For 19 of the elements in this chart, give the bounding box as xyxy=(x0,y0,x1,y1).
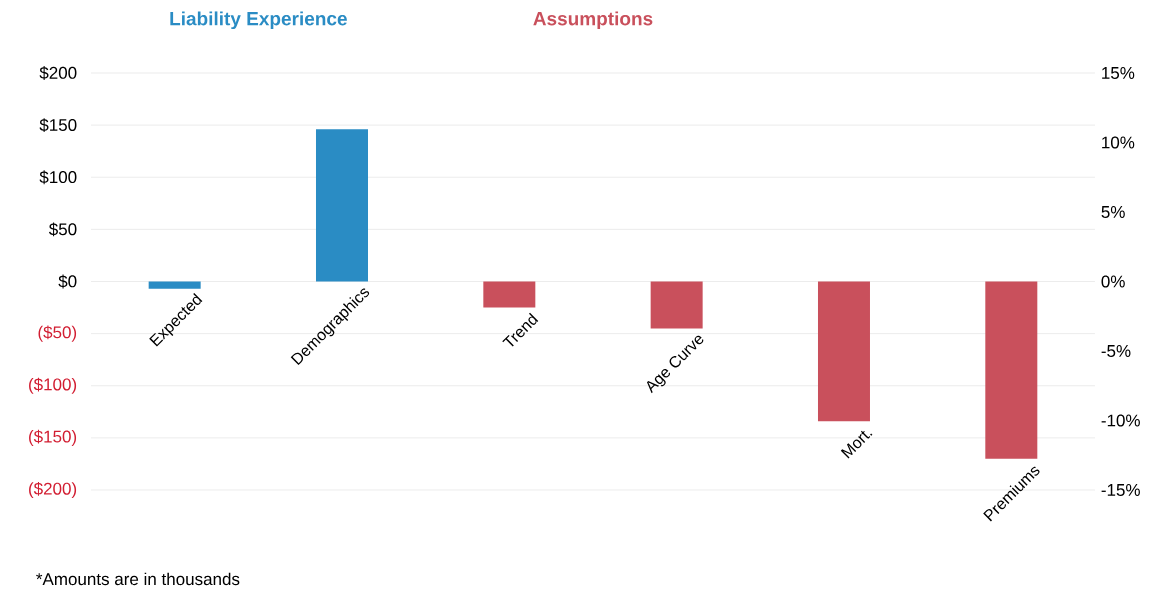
y2-tick-label: 5% xyxy=(1101,206,1125,218)
y2-tick-label: 0% xyxy=(1101,275,1125,288)
y-tick-label: $100 xyxy=(39,170,77,185)
y-tick-label: $50 xyxy=(48,222,77,237)
y-tick-label: ($200) xyxy=(29,481,77,499)
text: Assumptions xyxy=(533,11,653,30)
y2-tick-label: 15% xyxy=(1102,67,1135,79)
y2-tick-label: -5% xyxy=(1101,345,1131,357)
y2-tick-label: -15% xyxy=(1101,484,1140,496)
y-tick-label: ($50) xyxy=(38,325,77,342)
y-tick-label: ($150) xyxy=(29,429,77,446)
text: *Amounts are in thousands xyxy=(36,572,240,586)
y2-tick-label: 10% xyxy=(1102,136,1135,149)
y-tick-label: $200 xyxy=(39,66,77,80)
y-tick-label: $150 xyxy=(39,118,77,132)
text: Liability Experience xyxy=(170,11,347,30)
y-tick-label: ($100) xyxy=(29,377,77,394)
y2-tick-label: -10% xyxy=(1101,414,1140,427)
y-tick-label: $0 xyxy=(58,274,77,289)
